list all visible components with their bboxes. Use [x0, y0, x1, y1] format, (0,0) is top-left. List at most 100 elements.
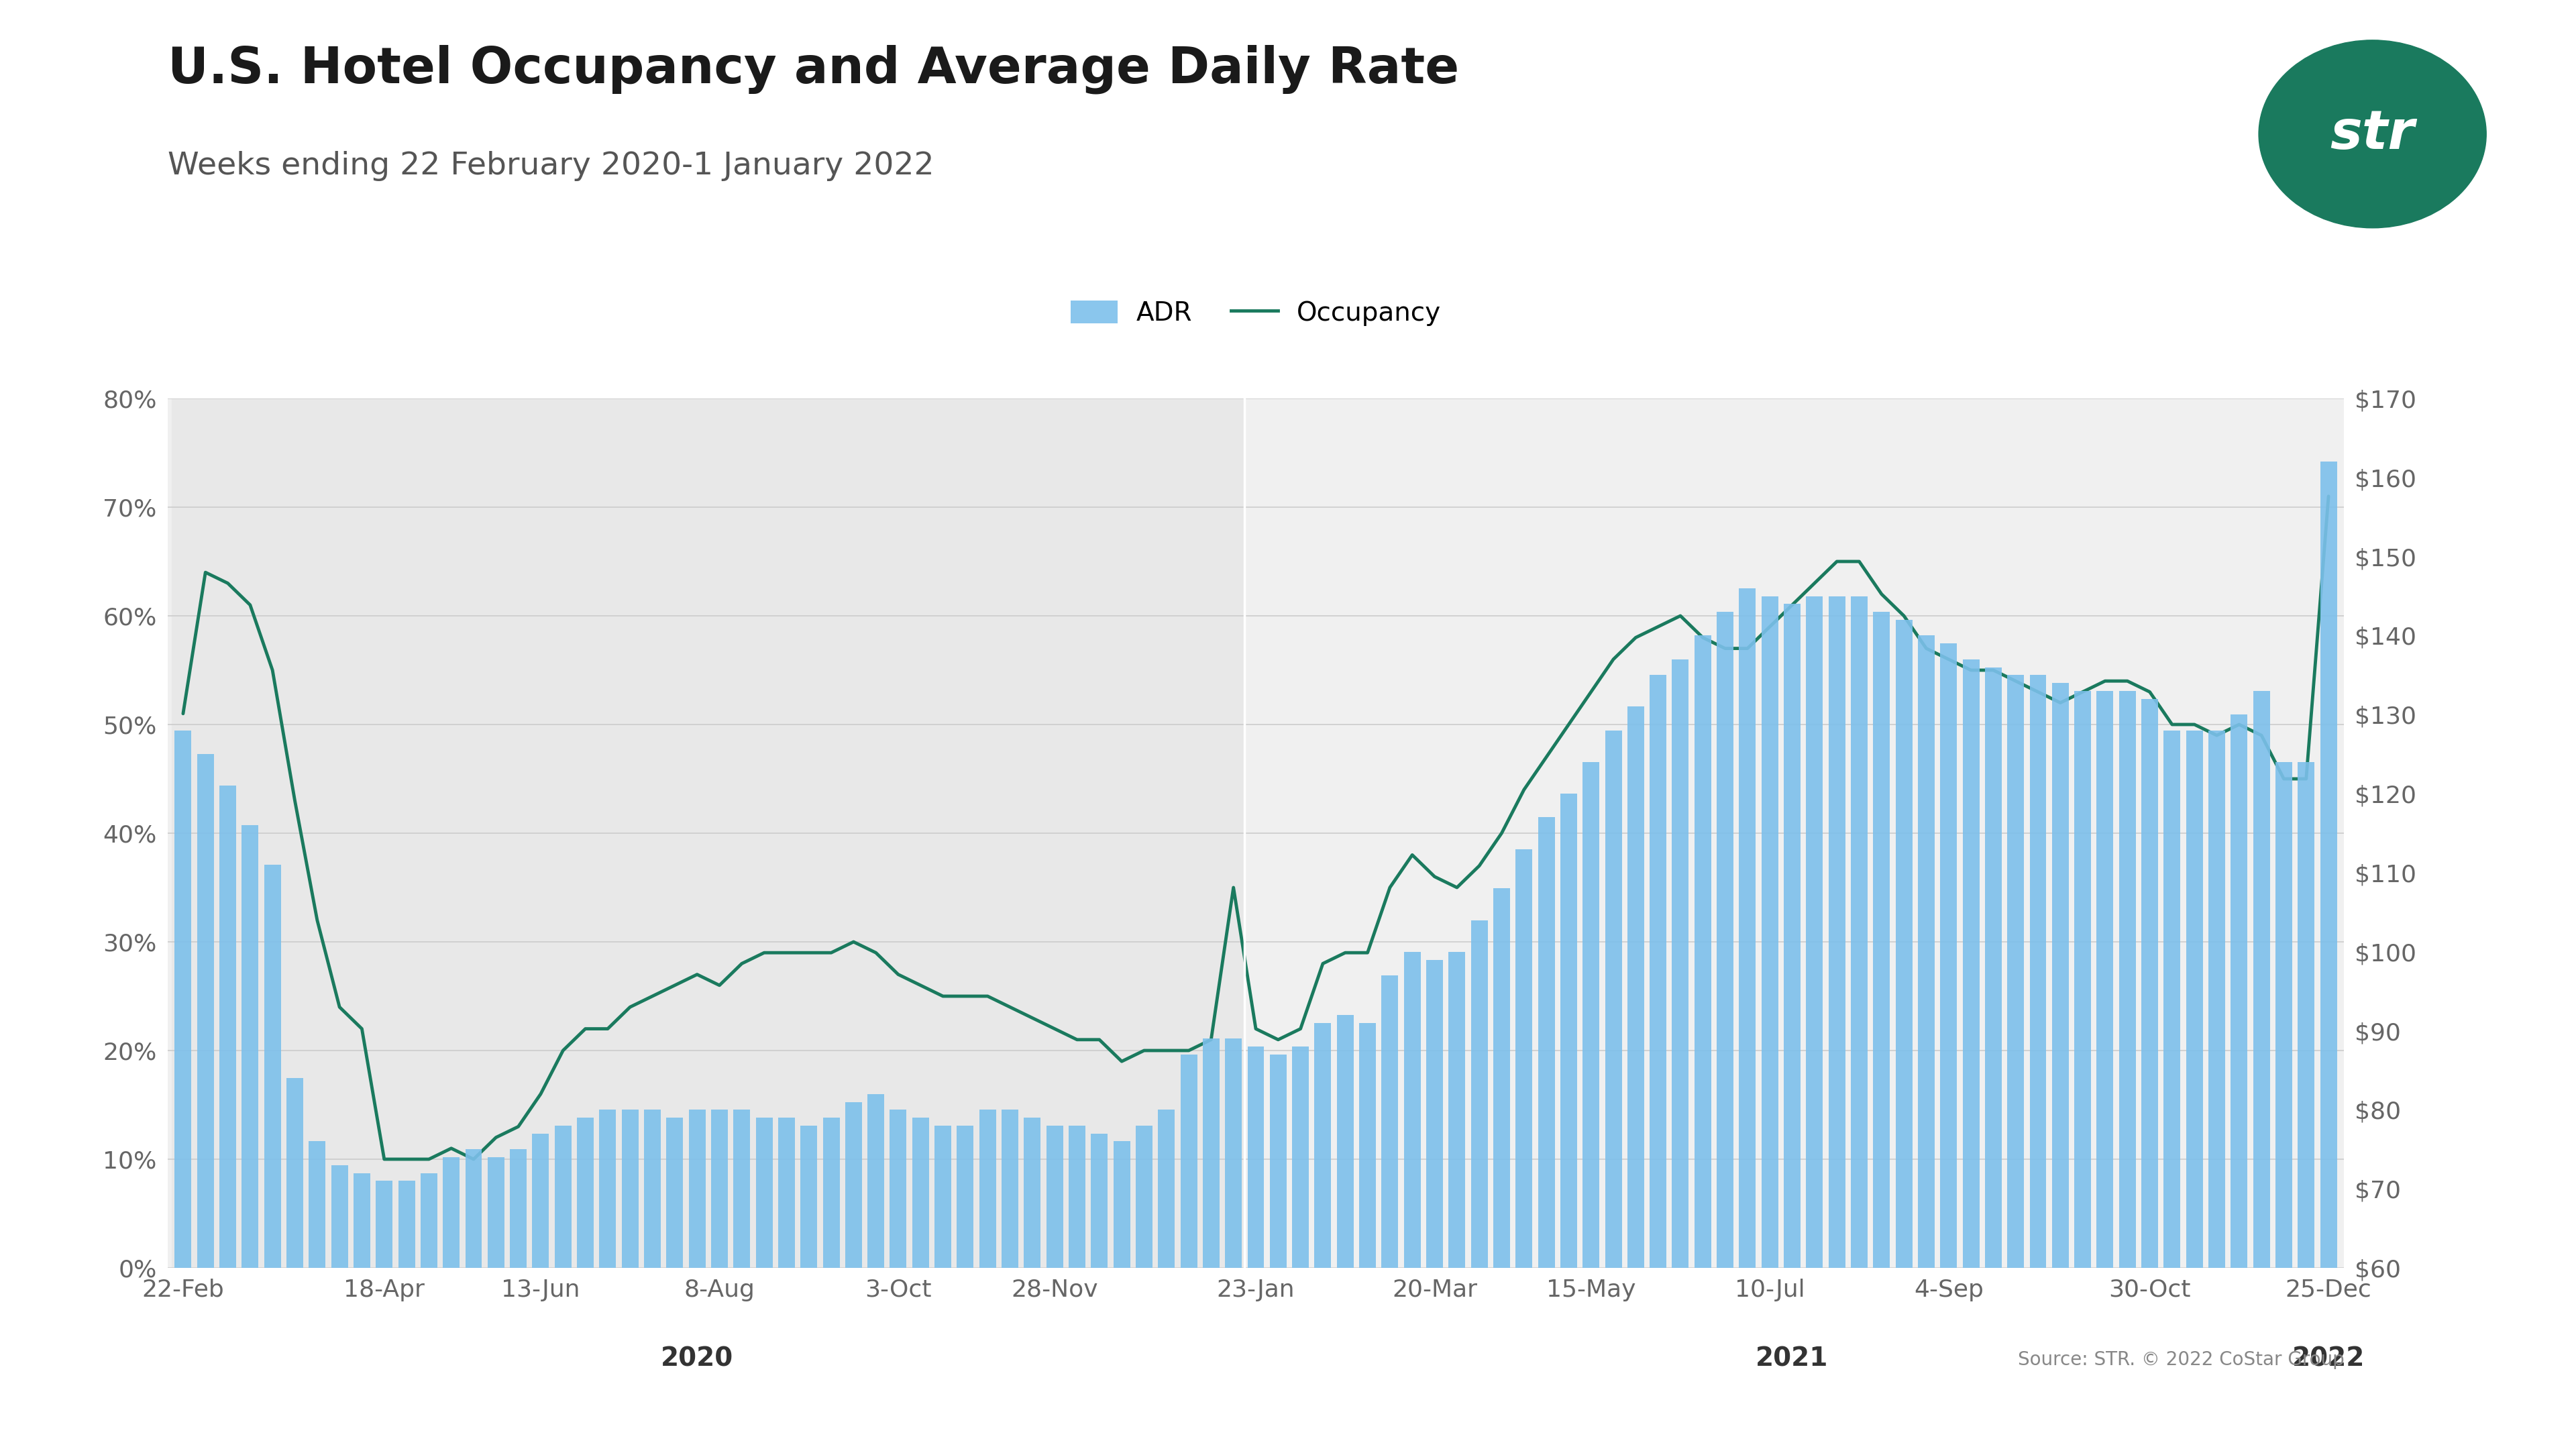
- Legend: ADR, Occupancy: ADR, Occupancy: [1061, 290, 1450, 336]
- Bar: [399, 1181, 415, 1449]
- Bar: [1582, 762, 1600, 1449]
- Bar: [1069, 1126, 1084, 1449]
- Bar: [2141, 698, 2159, 1449]
- Bar: [1448, 952, 1466, 1449]
- Bar: [1783, 604, 1801, 1449]
- Bar: [1561, 794, 1577, 1449]
- Bar: [1270, 1055, 1285, 1449]
- Bar: [1649, 675, 1667, 1449]
- Bar: [1829, 596, 1844, 1449]
- Bar: [1919, 636, 1935, 1449]
- Bar: [510, 1149, 526, 1449]
- Bar: [1136, 1126, 1151, 1449]
- Bar: [2208, 730, 2226, 1449]
- Bar: [778, 1117, 796, 1449]
- Bar: [554, 1126, 572, 1449]
- Bar: [219, 785, 237, 1449]
- Bar: [533, 1133, 549, 1449]
- Bar: [1360, 1023, 1376, 1449]
- Bar: [1850, 596, 1868, 1449]
- Bar: [1873, 611, 1891, 1449]
- Bar: [644, 1110, 662, 1449]
- Bar: [1337, 1014, 1352, 1449]
- Bar: [734, 1110, 750, 1449]
- Bar: [2030, 675, 2045, 1449]
- Bar: [353, 1174, 371, 1449]
- Bar: [1092, 1133, 1108, 1449]
- Bar: [1046, 1126, 1064, 1449]
- Bar: [286, 1078, 304, 1449]
- Bar: [979, 1110, 997, 1449]
- Bar: [845, 1101, 863, 1449]
- Bar: [175, 730, 191, 1449]
- Bar: [376, 1181, 392, 1449]
- Bar: [1002, 1110, 1018, 1449]
- Text: Weeks ending 22 February 2020-1 January 2022: Weeks ending 22 February 2020-1 January …: [167, 151, 935, 181]
- Bar: [2321, 462, 2336, 1449]
- Bar: [1515, 849, 1533, 1449]
- Bar: [1203, 1039, 1218, 1449]
- Bar: [2074, 691, 2092, 1449]
- Bar: [1739, 588, 1757, 1449]
- Bar: [1113, 1142, 1131, 1449]
- Bar: [332, 1165, 348, 1449]
- Text: 2022: 2022: [2293, 1346, 2365, 1372]
- Bar: [688, 1110, 706, 1449]
- Bar: [2097, 691, 2112, 1449]
- Bar: [173, 398, 1244, 1268]
- Bar: [1695, 636, 1710, 1449]
- Text: U.S. Hotel Occupancy and Average Daily Rate: U.S. Hotel Occupancy and Average Daily R…: [167, 45, 1458, 94]
- Bar: [1023, 1117, 1041, 1449]
- Bar: [711, 1110, 729, 1449]
- Bar: [2187, 730, 2202, 1449]
- Bar: [868, 1094, 884, 1449]
- Bar: [1963, 659, 1978, 1449]
- Bar: [577, 1117, 592, 1449]
- Circle shape: [2259, 41, 2486, 227]
- Bar: [1494, 888, 1510, 1449]
- Bar: [265, 865, 281, 1449]
- Bar: [956, 1126, 974, 1449]
- Bar: [889, 1110, 907, 1449]
- Bar: [1381, 975, 1399, 1449]
- Bar: [2254, 691, 2269, 1449]
- Bar: [1471, 920, 1489, 1449]
- Bar: [1762, 596, 1777, 1449]
- Bar: [1986, 667, 2002, 1449]
- Bar: [755, 1117, 773, 1449]
- Text: str: str: [2331, 107, 2414, 161]
- Bar: [1226, 1039, 1242, 1449]
- Bar: [2164, 730, 2179, 1449]
- Bar: [309, 1142, 325, 1449]
- Bar: [1314, 1023, 1332, 1449]
- Bar: [1247, 1046, 1265, 1449]
- Bar: [912, 1117, 930, 1449]
- Bar: [420, 1174, 438, 1449]
- Bar: [1672, 659, 1690, 1449]
- Bar: [600, 1110, 616, 1449]
- Bar: [443, 1158, 459, 1449]
- Bar: [1605, 730, 1623, 1449]
- Text: 2020: 2020: [662, 1346, 734, 1372]
- Bar: [1538, 817, 1556, 1449]
- Bar: [1940, 643, 1958, 1449]
- Text: Source: STR. © 2022 CoStar Group: Source: STR. © 2022 CoStar Group: [2017, 1350, 2344, 1369]
- Bar: [1180, 1055, 1198, 1449]
- Bar: [242, 826, 258, 1449]
- Bar: [1293, 1046, 1309, 1449]
- Bar: [621, 1110, 639, 1449]
- Bar: [1896, 620, 1911, 1449]
- Bar: [196, 753, 214, 1449]
- Bar: [822, 1117, 840, 1449]
- Bar: [667, 1117, 683, 1449]
- Bar: [1716, 611, 1734, 1449]
- Bar: [487, 1158, 505, 1449]
- Bar: [1628, 707, 1643, 1449]
- Bar: [2231, 714, 2246, 1449]
- Bar: [1806, 596, 1824, 1449]
- Bar: [2120, 691, 2136, 1449]
- Bar: [1427, 959, 1443, 1449]
- Text: 2021: 2021: [1757, 1346, 1829, 1372]
- Bar: [1404, 952, 1419, 1449]
- Bar: [2053, 682, 2069, 1449]
